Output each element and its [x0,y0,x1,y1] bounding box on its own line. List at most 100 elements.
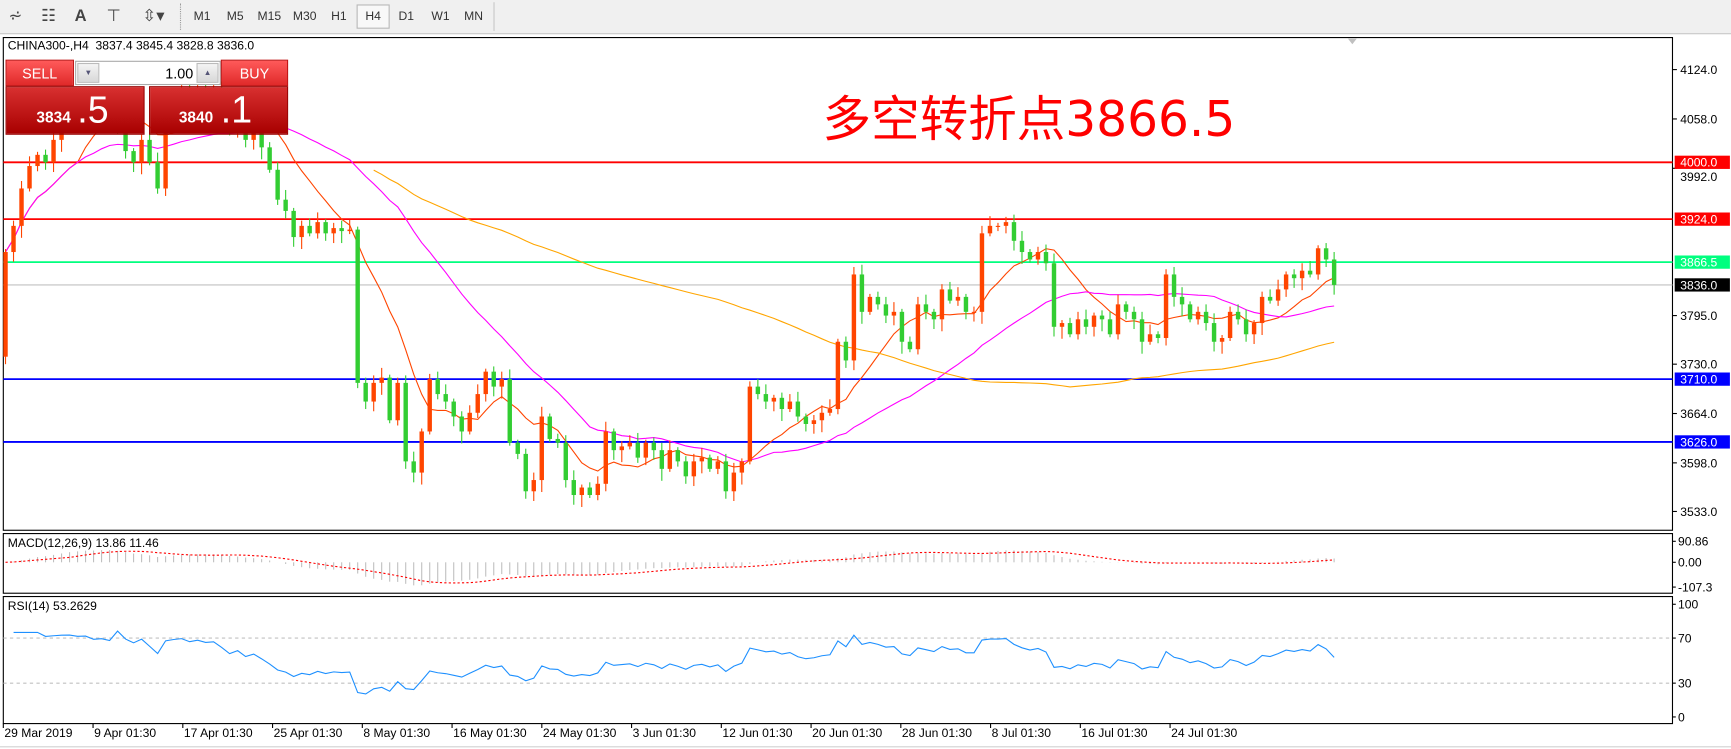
lot-decrease-button[interactable]: ▼ [77,62,100,83]
timeframe-m30[interactable]: M30 [292,9,317,24]
candle[interactable] [835,341,841,410]
candle[interactable] [707,457,713,469]
chart-shift-marker[interactable] [1347,38,1357,45]
candle[interactable] [1299,270,1305,279]
candle[interactable] [19,188,24,226]
candle[interactable] [1019,240,1025,253]
candle[interactable] [915,304,921,350]
candle[interactable] [867,296,873,312]
candle[interactable] [363,382,368,402]
candle[interactable] [1235,311,1241,320]
candle[interactable] [379,377,384,383]
candle[interactable] [523,453,528,492]
candle[interactable] [403,382,408,462]
candle[interactable] [1027,252,1033,260]
candle[interactable] [1331,259,1337,285]
candle[interactable] [563,442,568,481]
candle[interactable] [555,438,560,443]
lot-size-field[interactable]: ▼ 1.00 ▲ [75,60,221,86]
candle[interactable] [699,457,705,462]
candle[interactable] [323,222,328,234]
candle[interactable] [259,128,264,148]
timeframe-mn[interactable]: MN [464,9,484,24]
candle[interactable] [891,311,897,316]
candle[interactable] [515,442,520,454]
candle[interactable] [1083,319,1089,327]
candle[interactable] [1211,323,1217,342]
candle[interactable] [899,311,905,342]
candle[interactable] [1219,338,1225,342]
candle[interactable] [1035,252,1041,260]
candle[interactable] [1131,311,1137,320]
candle[interactable] [947,289,953,301]
candle[interactable] [1203,311,1209,324]
candle[interactable] [987,225,993,234]
candle[interactable] [1323,248,1329,260]
candle[interactable] [1267,296,1273,301]
candle[interactable] [803,416,809,424]
candle[interactable] [1283,274,1289,290]
candle[interactable] [995,225,1001,227]
candle[interactable] [435,379,440,395]
lot-increase-button[interactable]: ▲ [196,62,219,83]
timeframe-m15[interactable]: M15 [257,9,282,24]
candle[interactable] [1307,270,1313,275]
timeframe-w1[interactable]: W1 [431,9,450,24]
candle[interactable] [1115,304,1121,335]
candle[interactable] [387,377,392,421]
candle[interactable] [547,416,552,439]
candle[interactable] [667,450,673,469]
candle[interactable] [675,450,681,462]
candle[interactable] [1227,311,1233,339]
candle[interactable] [843,341,849,361]
candle[interactable] [51,139,56,163]
candle[interactable] [123,128,128,152]
candle[interactable] [971,311,977,313]
candle[interactable] [579,487,584,496]
candle[interactable] [131,151,136,163]
timeframe-h1[interactable]: H1 [331,9,347,24]
candle[interactable] [307,225,312,234]
candle[interactable] [299,225,304,238]
candle[interactable] [147,139,152,163]
candle[interactable] [427,379,432,432]
candle[interactable] [1291,274,1297,279]
candle[interactable] [827,409,833,413]
candle[interactable] [1171,274,1177,297]
candle[interactable] [475,394,480,413]
candle[interactable] [851,274,857,361]
candle[interactable] [883,304,889,316]
candle[interactable] [859,274,865,312]
candle[interactable] [771,397,777,402]
candle[interactable] [451,401,456,417]
candle[interactable] [779,397,785,410]
candle[interactable] [371,382,376,402]
candle[interactable] [1251,323,1257,335]
arrows-icon[interactable]: ⇳▾ [142,6,165,26]
candle[interactable] [443,394,448,402]
buy-button[interactable]: BUY [220,59,289,87]
candle[interactable] [691,461,697,477]
candle[interactable] [731,472,737,492]
candle[interactable] [1043,252,1049,264]
candle[interactable] [283,199,288,211]
candle[interactable] [163,106,168,189]
candle[interactable] [267,147,272,170]
candle[interactable] [571,480,576,496]
candle[interactable] [347,229,352,232]
text-icon[interactable]: A [74,6,87,26]
candle[interactable] [795,401,801,417]
candle[interactable] [939,289,945,320]
candle[interactable] [627,442,633,447]
candle[interactable] [923,304,929,312]
candle[interactable] [787,401,793,410]
candle[interactable] [1315,248,1321,275]
candle[interactable] [43,154,48,163]
candle[interactable] [635,442,641,458]
candle[interactable] [659,450,665,469]
candle[interactable] [651,442,657,451]
candle[interactable] [611,431,617,451]
candle[interactable] [1059,323,1065,327]
candle[interactable] [355,229,360,383]
